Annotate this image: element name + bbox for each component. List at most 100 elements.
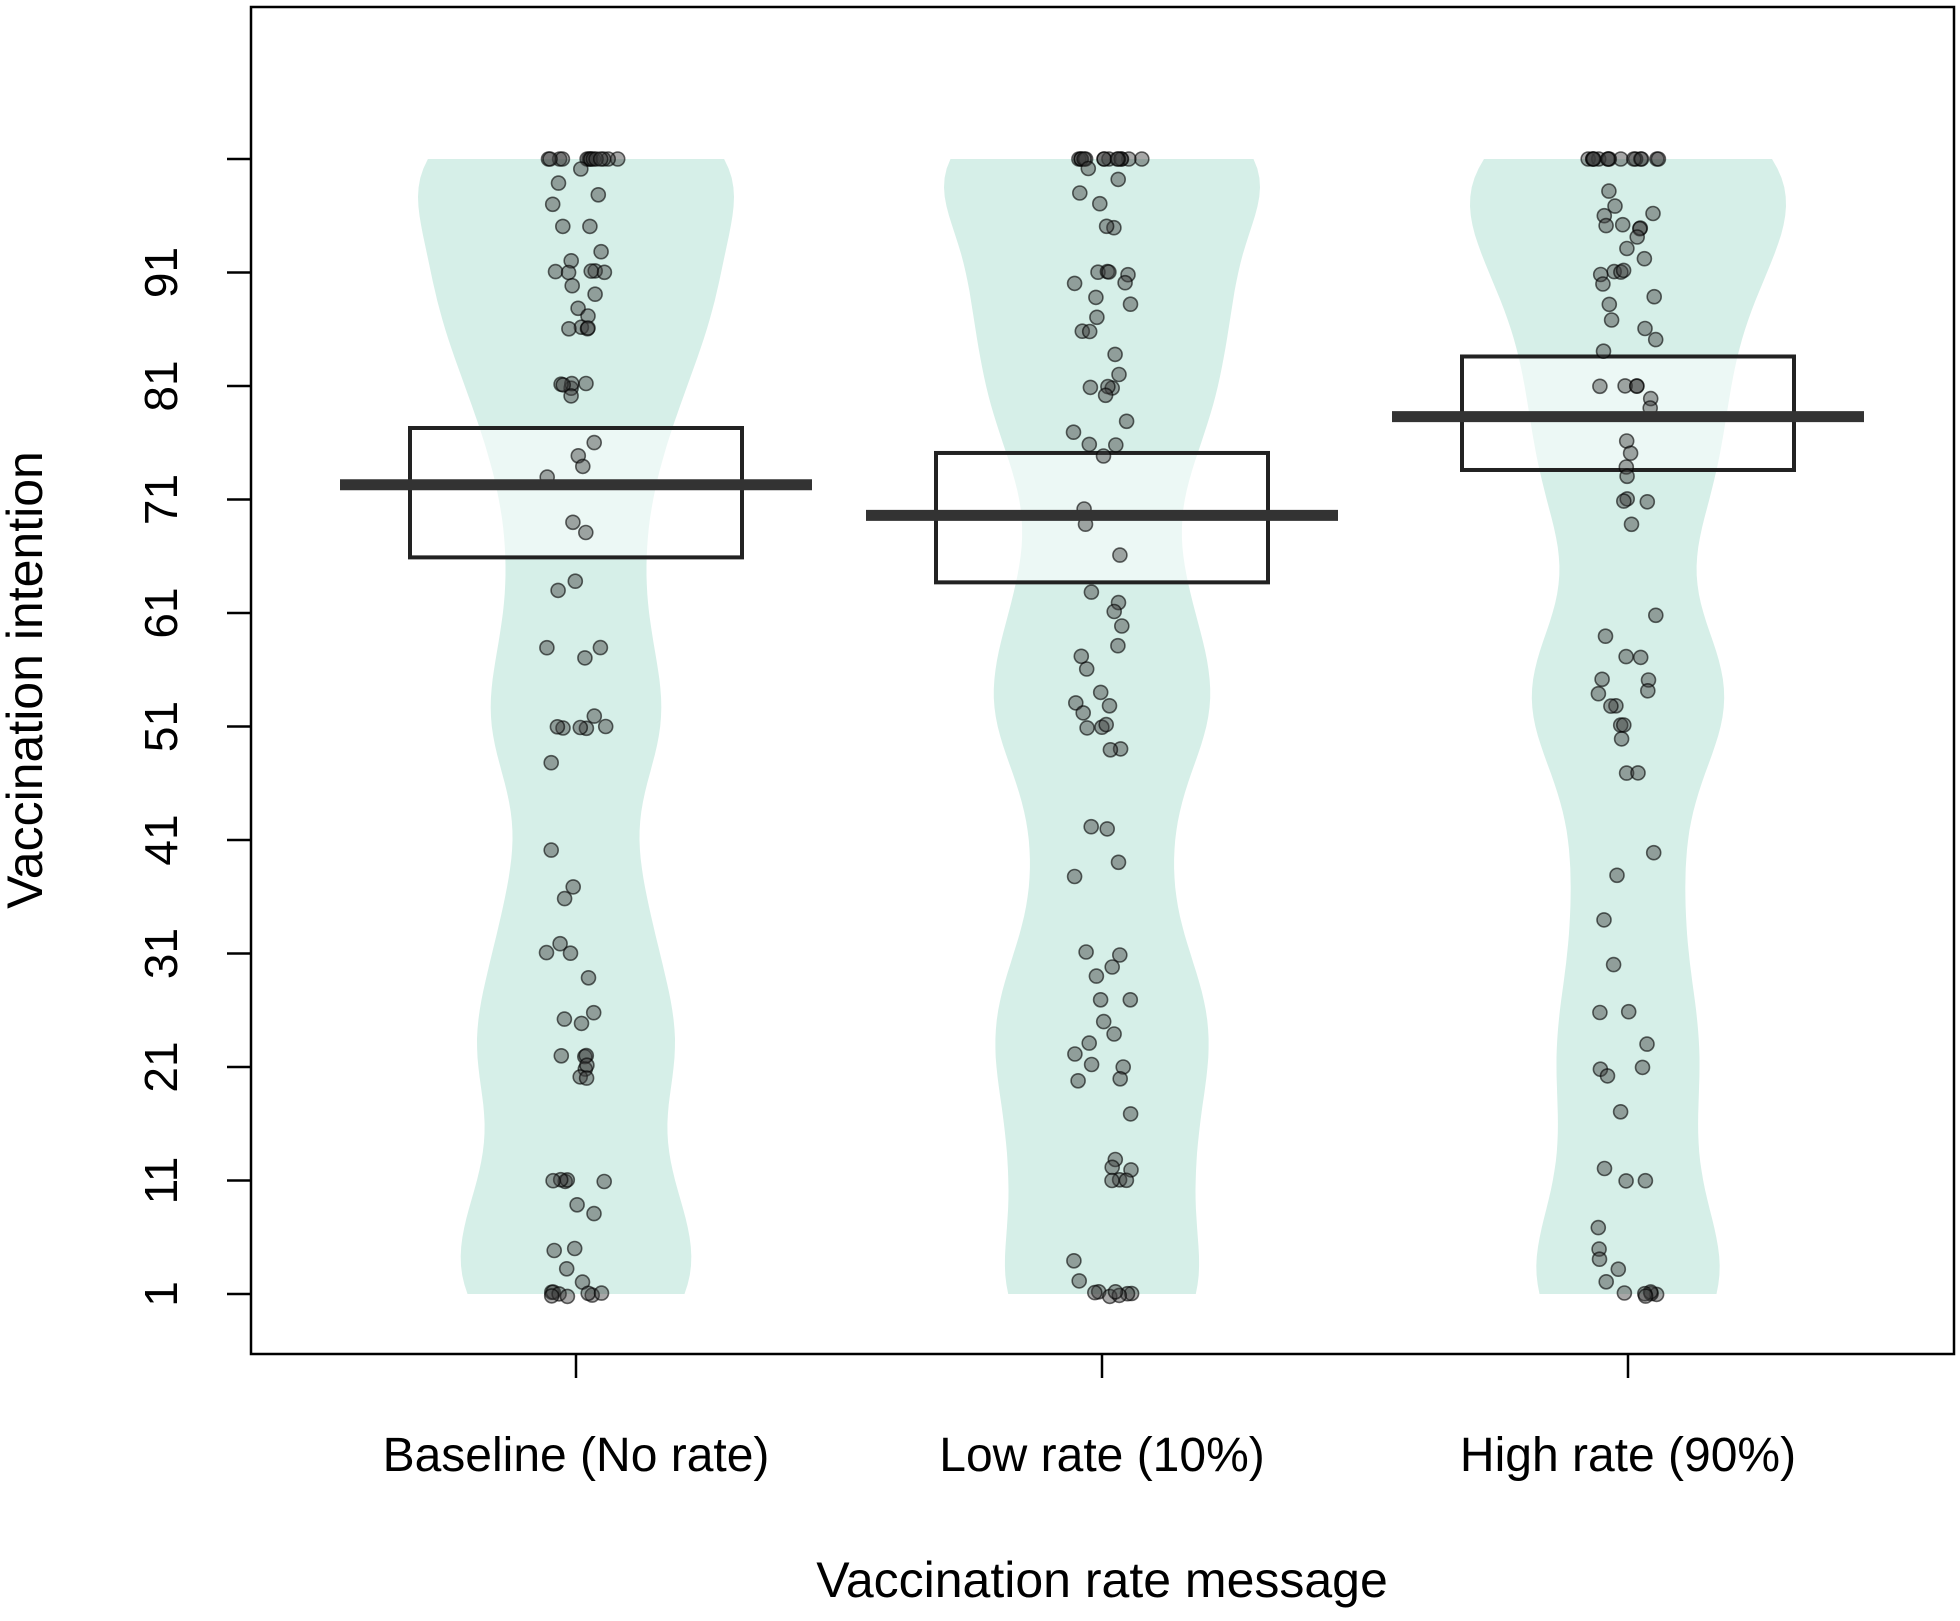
data-point (1118, 413, 1135, 430)
data-points (538, 151, 1667, 1305)
data-point (1115, 1059, 1131, 1075)
data-point (1070, 1073, 1086, 1089)
data-point (1120, 266, 1136, 283)
data-point (543, 1288, 560, 1304)
data-point (1613, 731, 1630, 747)
data-point (555, 377, 572, 393)
data-point (1073, 648, 1090, 665)
data-point (1639, 1036, 1655, 1052)
data-point (556, 1011, 573, 1027)
data-point (1109, 151, 1126, 167)
data-point (1122, 991, 1139, 1008)
x-axis-title: Vaccination rate message (816, 1552, 1388, 1608)
data-point (1592, 1004, 1608, 1021)
data-point (1622, 445, 1639, 462)
data-point (1598, 217, 1614, 234)
data-point (1067, 1046, 1083, 1062)
data-point (1066, 1253, 1082, 1269)
mean-lines (340, 411, 1864, 521)
data-point (1122, 1106, 1139, 1122)
data-point (572, 161, 589, 177)
data-point (1616, 717, 1632, 733)
data-point (1101, 697, 1118, 714)
data-point (587, 286, 603, 303)
data-point (580, 969, 597, 986)
data-point (563, 388, 579, 404)
data-point (1595, 343, 1612, 360)
data-point (1592, 266, 1609, 283)
x-axis: Baseline (No rate) Low rate (10%) High rat… (383, 1354, 1796, 1482)
data-point (1066, 275, 1083, 292)
data-point (1097, 387, 1114, 404)
data-point (1092, 684, 1109, 701)
data-point (597, 718, 614, 735)
data-point (1601, 183, 1617, 199)
data-point (1098, 218, 1115, 235)
data-point (1099, 821, 1115, 837)
data-point (585, 1004, 602, 1021)
y-tick-label: 61 (135, 587, 187, 638)
x-tick-label: Low rate (10%) (939, 1429, 1264, 1482)
data-point (564, 277, 581, 294)
data-point (1075, 705, 1091, 721)
data-point (1645, 205, 1661, 222)
y-tick-label: 51 (135, 701, 187, 752)
data-point (1112, 1071, 1128, 1087)
data-point (593, 243, 609, 260)
bean-1 (944, 159, 1260, 1294)
data-point (1605, 956, 1622, 973)
data-point (563, 252, 580, 269)
data-point (1608, 697, 1624, 714)
data-point (1634, 1059, 1651, 1076)
data-point (1088, 289, 1104, 306)
data-point (1615, 262, 1632, 279)
interval-box-0 (408, 425, 744, 560)
data-point (590, 187, 607, 203)
data-point (561, 320, 577, 337)
data-point (1598, 1274, 1614, 1290)
data-point (1072, 185, 1088, 201)
y-tick-label: 11 (135, 1157, 187, 1205)
data-point (1618, 648, 1634, 665)
data-point (1637, 1172, 1654, 1189)
data-point (1094, 719, 1110, 736)
data-point (1620, 1003, 1637, 1020)
data-point (1618, 765, 1635, 781)
data-point (1081, 323, 1098, 340)
data-point (547, 263, 564, 280)
data-point (555, 720, 571, 736)
data-point (578, 720, 595, 737)
data-point (1112, 947, 1128, 963)
data-point (546, 1242, 563, 1259)
data-point (580, 1285, 597, 1302)
data-point (1102, 741, 1119, 758)
data-point (1596, 1160, 1613, 1177)
data-point (1614, 216, 1631, 233)
data-point (1111, 366, 1127, 383)
data-point (1106, 1026, 1122, 1042)
data-point (1081, 1035, 1097, 1051)
data-point (1597, 628, 1614, 645)
data-point (558, 1261, 575, 1277)
data-point (586, 1205, 602, 1222)
data-point (586, 434, 603, 451)
data-point (539, 639, 555, 656)
data-point (1629, 378, 1645, 395)
data-point (1630, 765, 1646, 781)
data-point (565, 879, 582, 895)
data-point (1101, 264, 1117, 280)
data-point (1637, 1288, 1654, 1304)
data-point (556, 890, 573, 907)
data-point (1645, 844, 1662, 861)
data-point (1600, 151, 1616, 167)
data-point (1648, 607, 1664, 624)
data-point (1110, 171, 1126, 188)
data-point (1601, 296, 1618, 313)
data-point (567, 573, 584, 590)
data-point (1114, 618, 1130, 634)
data-point (554, 151, 571, 167)
data-point (560, 264, 577, 281)
data-point (1104, 1159, 1120, 1176)
data-point (1633, 151, 1650, 167)
